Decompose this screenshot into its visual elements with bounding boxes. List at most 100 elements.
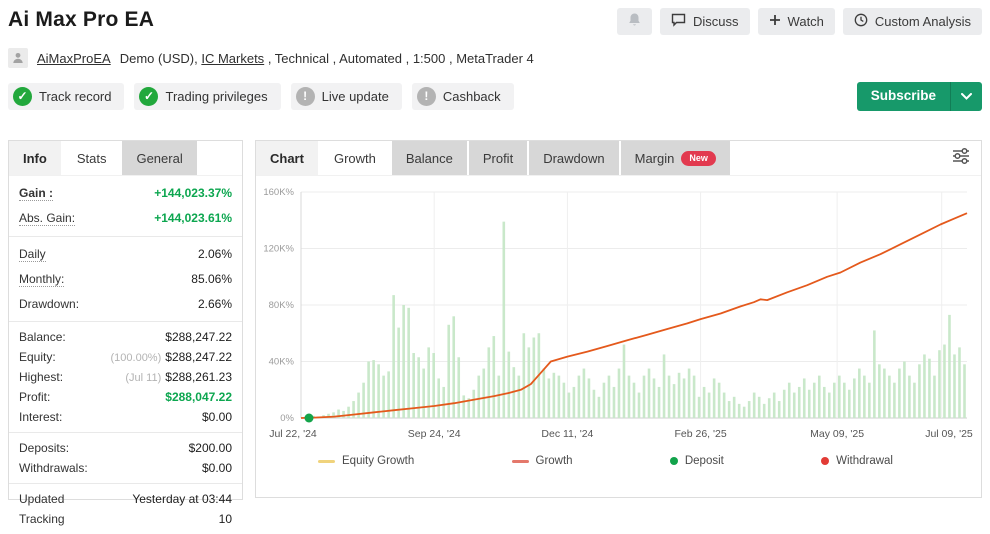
stat-label: Balance: [19, 330, 66, 344]
status-badge-label: Live update [321, 88, 389, 104]
stat-value: +144,023.37% [154, 186, 232, 200]
svg-text:May 09, '25: May 09, '25 [810, 428, 864, 440]
subscribe-button[interactable]: Subscribe [856, 81, 982, 111]
stats-panel-tabs: Info Stats General [9, 141, 242, 176]
tab-growth[interactable]: Growth [319, 141, 390, 175]
subscribe-label[interactable]: Subscribe [870, 87, 936, 103]
broker-link[interactable]: IC Markets [201, 50, 265, 66]
chart-panel-tabs: Chart Growth Balance Profit Drawdown Margin Ne… [256, 141, 981, 176]
tab-label: Stats [76, 150, 107, 166]
legend-item-equity-growth[interactable]: Equity Growth [318, 455, 414, 467]
header-actions: Discuss Watch Custom Analysis [617, 8, 982, 35]
legend-dot-swatch [669, 457, 678, 465]
plus-icon [769, 14, 781, 29]
stat-row: Profit: $288,047.22 [9, 387, 242, 407]
watch-button[interactable]: Watch [757, 8, 835, 35]
svg-text:Jul 09, '25: Jul 09, '25 [925, 428, 973, 440]
stats-rows: Gain : +144,023.37% Abs. Gain: +144,023.61%… [9, 176, 242, 534]
legend-line-swatch [318, 459, 335, 463]
tab-label: Growth [333, 150, 376, 166]
stat-value: $288,247.22 [165, 330, 232, 344]
account-segment2: , Technical , Automated , 1:500 , MetaTr… [267, 50, 534, 66]
stats-group: Daily 2.06% Monthly: 85.06% Drawdown: 2.66% [9, 237, 242, 322]
account-details: Demo (USD), IC Markets , Technical , Aut… [120, 51, 534, 66]
exclamation-icon: ! [295, 86, 315, 106]
tab-info[interactable]: Info [9, 141, 61, 175]
page: Ai Max Pro EA Discuss Watch [8, 8, 982, 526]
discuss-label: Discuss [693, 14, 739, 29]
stat-label: Profit: [19, 390, 51, 404]
svg-text:40K%: 40K% [269, 357, 295, 368]
chart-legend: Equity Growth Growth Deposit Withdrawal [318, 455, 893, 467]
stat-value: 85.06% [191, 272, 232, 286]
avatar [8, 48, 28, 68]
bell-icon [627, 12, 642, 31]
status-badge[interactable]: ! Live update [290, 82, 402, 110]
tab-profit[interactable]: Profit [468, 141, 528, 175]
tab-label: Margin [634, 150, 675, 166]
tab-general[interactable]: General [122, 141, 197, 175]
stat-label: Monthly: [19, 272, 65, 287]
status-badge[interactable]: ✓ Trading privileges [134, 82, 281, 110]
stats-group: Balance: $288,247.22 Equity: (100.00%) $288,… [9, 322, 242, 433]
tab-balance[interactable]: Balance [391, 141, 467, 175]
tab-chart[interactable]: Chart [256, 141, 318, 175]
tab-label: General [136, 150, 183, 166]
stat-row: Highest: (Jul 11) $288,261.23 [9, 367, 242, 387]
stat-value: 2.66% [197, 297, 232, 311]
legend-label: Equity Growth [342, 455, 415, 467]
stat-value: 10 [218, 512, 232, 526]
tab-margin[interactable]: Margin New [620, 141, 730, 175]
stat-row: Drawdown: 2.66% [9, 292, 242, 316]
chart-settings-icon[interactable] [951, 147, 971, 170]
custom-analysis-button[interactable]: Custom Analysis [842, 8, 982, 35]
stat-label: Updated [19, 492, 65, 506]
stat-value-note: (100.00%) [110, 352, 162, 364]
status-badge[interactable]: ✓ Track record [8, 82, 125, 110]
stat-value: (100.00%) $288,247.22 [110, 350, 233, 364]
svg-text:160K%: 160K% [263, 187, 294, 198]
watch-label: Watch [787, 14, 824, 29]
svg-text:120K%: 120K% [263, 244, 294, 255]
account-segment1: Demo (USD), [119, 50, 198, 66]
stat-value: +144,023.61% [154, 211, 232, 225]
tab-drawdown[interactable]: Drawdown [529, 141, 619, 175]
stat-row: Monthly: 85.06% [9, 267, 242, 292]
legend-item-deposit[interactable]: Deposit [669, 455, 724, 467]
stats-group: Deposits: $200.00 Withdrawals: $0.00 [9, 433, 242, 484]
stats-group: Gain : +144,023.37% Abs. Gain: +144,023.61% [9, 176, 242, 237]
stat-row: Updated Yesterday at 03:44 [9, 489, 242, 509]
badges-row: ✓ Track record ✓ Trading privileges! Live up… [8, 81, 982, 111]
svg-text:80K%: 80K% [269, 300, 295, 311]
status-badge-label: Cashback [442, 88, 501, 104]
svg-text:Sep 24, '24: Sep 24, '24 [408, 428, 461, 440]
legend-line-swatch [511, 459, 529, 463]
chart-panel: Chart Growth Balance Profit Drawdown Margin Ne… [255, 140, 982, 498]
account-username-link[interactable]: AiMaxProEA [37, 50, 111, 66]
custom-analysis-label: Custom Analysis [874, 14, 971, 29]
stat-label: Tracking [19, 512, 65, 526]
discuss-button[interactable]: Discuss [660, 8, 750, 35]
growth-chart[interactable]: 0% 40K% 80K% 120K% 160K% Jul 22, '24 Sep 24, '… [256, 178, 981, 446]
status-badge-label: Track record [39, 88, 112, 104]
exclamation-icon: ! [416, 86, 436, 106]
tab-label: Balance [405, 150, 453, 166]
legend-item-growth[interactable]: Growth [511, 455, 573, 467]
tab-label: Info [23, 150, 47, 166]
subscribe-dropdown-button[interactable] [950, 81, 982, 111]
stat-label: Gain : [19, 186, 54, 201]
stat-row: Abs. Gain: +144,023.61% [9, 206, 242, 231]
stat-row: Deposits: $200.00 [9, 438, 242, 458]
stat-value: $0.00 [201, 461, 232, 475]
clock-icon [854, 13, 868, 30]
header-row: Ai Max Pro EA Discuss Watch [8, 8, 982, 38]
account-row: AiMaxProEA Demo (USD), IC Markets , Tech… [8, 47, 982, 69]
page-title: Ai Max Pro EA [8, 8, 155, 31]
legend-item-withdrawal[interactable]: Withdrawal [821, 455, 893, 467]
tab-stats[interactable]: Stats [62, 141, 121, 175]
stat-label: Daily [19, 247, 46, 262]
stat-row: Gain : +144,023.37% [9, 181, 242, 206]
notifications-button[interactable] [617, 8, 653, 35]
status-badge[interactable]: ! Cashback [411, 82, 514, 110]
stat-value: $200.00 [188, 441, 232, 455]
